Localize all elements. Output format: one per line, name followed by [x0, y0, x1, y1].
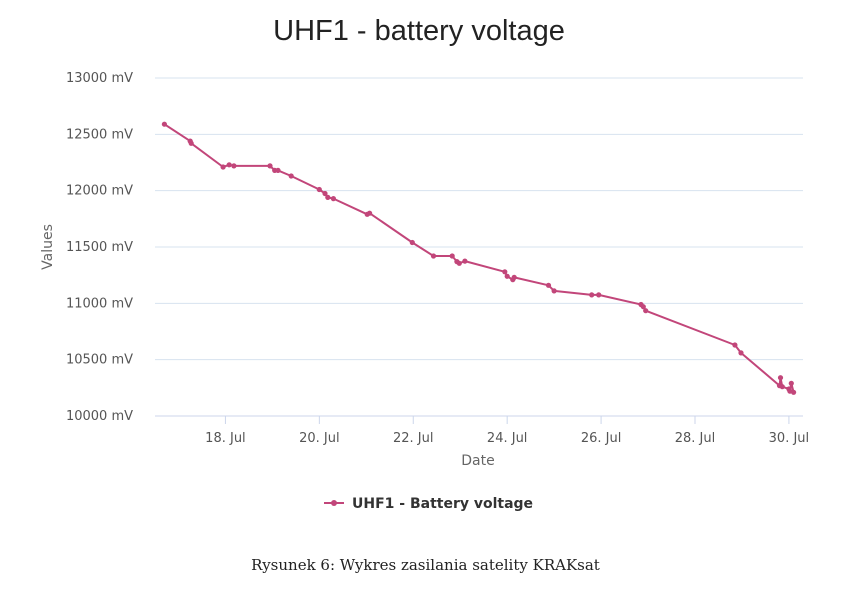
- x-tick-label: 20. Jul: [299, 431, 340, 446]
- y-tick-label: 12000 mV: [66, 184, 133, 199]
- data-point[interactable]: [188, 140, 194, 146]
- y-tick-label: 12500 mV: [66, 127, 133, 142]
- data-point[interactable]: [275, 167, 281, 173]
- data-point[interactable]: [462, 258, 468, 264]
- legend[interactable]: UHF1 - Battery voltage: [324, 496, 533, 512]
- data-point[interactable]: [367, 210, 373, 216]
- data-point[interactable]: [511, 274, 517, 280]
- x-tick-label: 28. Jul: [675, 431, 716, 446]
- data-point[interactable]: [640, 304, 646, 310]
- y-axis-title: Values: [40, 224, 56, 270]
- series-layer: [161, 121, 797, 395]
- chart-title: UHF1 - battery voltage: [273, 15, 565, 47]
- data-point[interactable]: [504, 273, 510, 279]
- data-point[interactable]: [551, 288, 557, 294]
- series-line[interactable]: [163, 123, 795, 394]
- y-tick-label: 13000 mV: [66, 71, 133, 86]
- data-point[interactable]: [330, 196, 336, 202]
- data-point[interactable]: [325, 194, 331, 200]
- data-point[interactable]: [502, 269, 508, 275]
- data-point[interactable]: [449, 253, 455, 259]
- data-point[interactable]: [267, 163, 273, 169]
- data-point[interactable]: [456, 260, 462, 266]
- data-point[interactable]: [779, 384, 785, 390]
- data-point[interactable]: [545, 282, 552, 288]
- data-point[interactable]: [231, 163, 237, 169]
- y-axis-ticks: 10000 mV 10500 mV 11000 mV 11500 mV 12000 mV…: [66, 71, 133, 424]
- y-tick-label: 10500 mV: [66, 353, 133, 368]
- x-tick-label: 24. Jul: [487, 431, 528, 446]
- x-tick-label: 30. Jul: [769, 431, 810, 446]
- legend-marker: [331, 500, 337, 506]
- data-point[interactable]: [430, 253, 437, 259]
- x-tick-label: 18. Jul: [205, 431, 246, 446]
- data-point[interactable]: [589, 292, 595, 298]
- data-point[interactable]: [738, 350, 744, 356]
- data-point[interactable]: [791, 389, 797, 395]
- grid-lines: [155, 77, 803, 417]
- x-axis-title: Date: [461, 453, 494, 469]
- y-tick-label: 10000 mV: [66, 409, 133, 424]
- data-point[interactable]: [288, 173, 294, 179]
- data-point[interactable]: [226, 162, 232, 168]
- data-point[interactable]: [596, 292, 602, 298]
- x-tick-label: 26. Jul: [581, 431, 622, 446]
- figure-caption: Rysunek 6: Wykres zasilania satelity KRA…: [251, 556, 600, 574]
- data-point[interactable]: [643, 308, 649, 314]
- data-point[interactable]: [732, 342, 738, 348]
- data-point[interactable]: [322, 190, 328, 197]
- data-point[interactable]: [788, 380, 794, 386]
- data-point[interactable]: [777, 375, 784, 381]
- data-point[interactable]: [220, 164, 226, 170]
- x-tick-label: 22. Jul: [393, 431, 434, 446]
- y-tick-label: 11000 mV: [66, 296, 133, 311]
- x-axis-ticks: 18. Jul 20. Jul 22. Jul 24. Jul 26. Jul 28. J…: [205, 416, 809, 446]
- data-point[interactable]: [409, 239, 415, 246]
- data-point[interactable]: [316, 186, 322, 193]
- y-tick-label: 11500 mV: [66, 240, 133, 255]
- legend-label[interactable]: UHF1 - Battery voltage: [352, 496, 533, 512]
- data-point[interactable]: [161, 121, 167, 127]
